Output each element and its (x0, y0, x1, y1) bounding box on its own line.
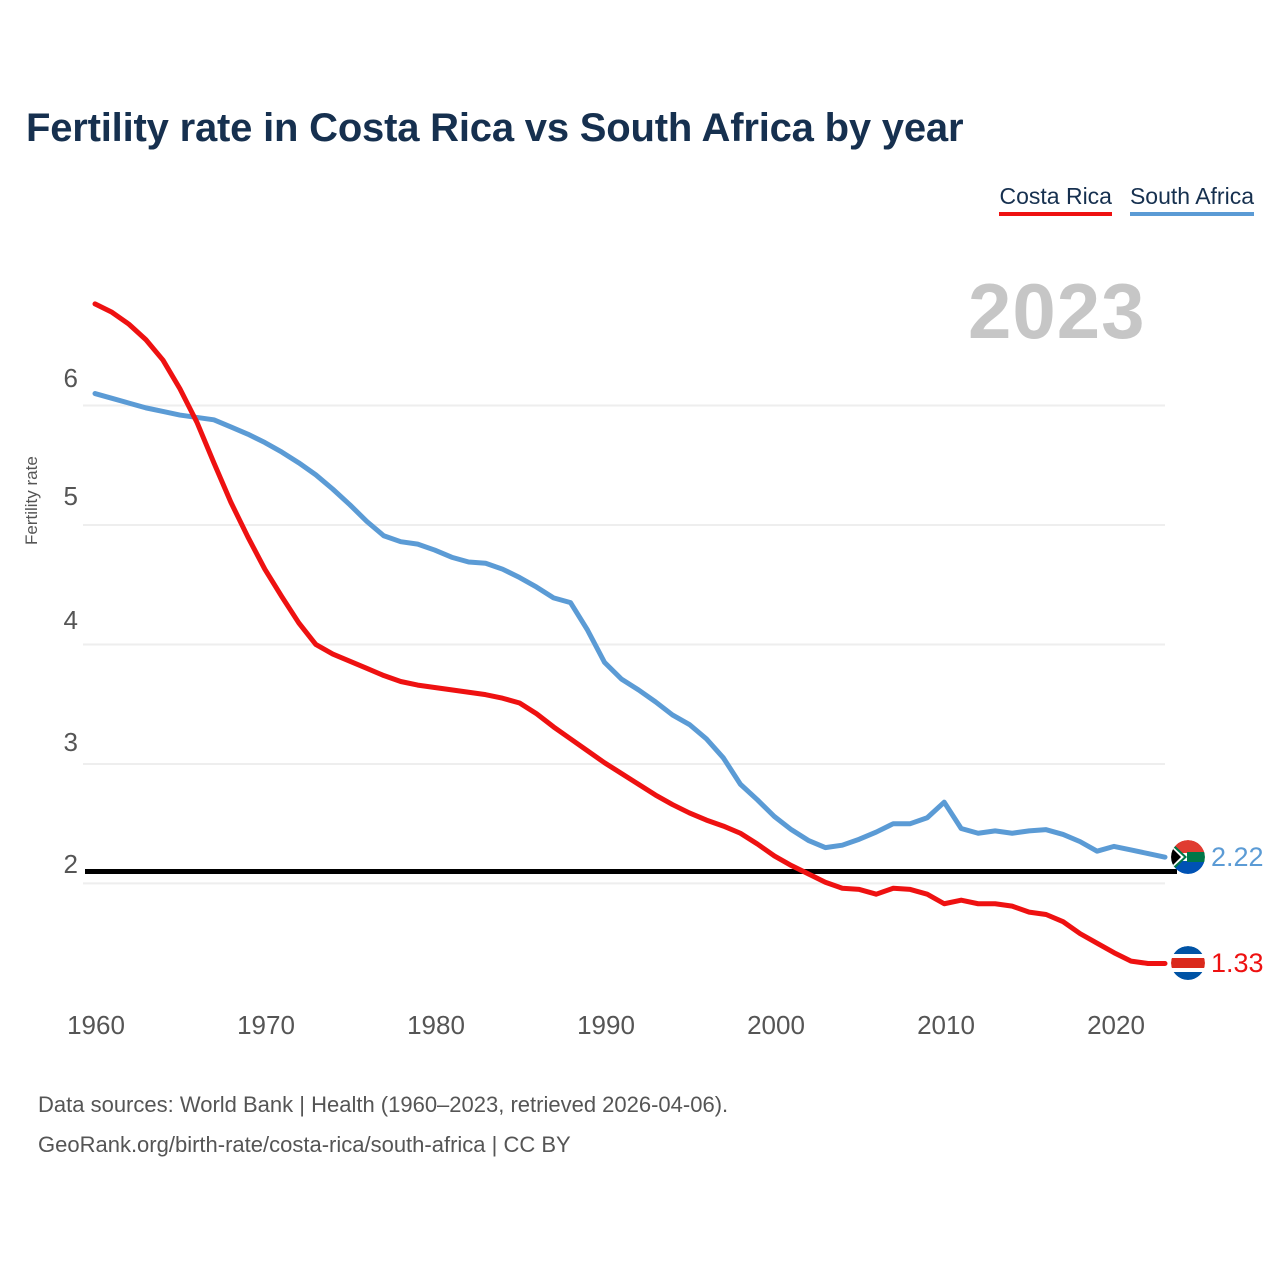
end-label-costa-rica: 1.33 (1171, 946, 1264, 981)
legend-item-costa-rica[interactable]: Costa Rica (999, 183, 1112, 216)
legend-label-south-africa: South Africa (1129, 183, 1254, 209)
gridlines (83, 404, 1165, 885)
y-tick-label-2: 2 (63, 849, 78, 879)
year-watermark: 2023 (968, 267, 1146, 355)
series-line-south-africa (92, 391, 1168, 860)
y-tick-label-5: 5 (63, 481, 78, 511)
costa-rica-flag-icon (1171, 946, 1205, 981)
end-value-south-africa: 2.22 (1211, 841, 1264, 872)
end-value-costa-rica: 1.33 (1211, 947, 1264, 978)
south-africa-flag-icon (1171, 840, 1205, 875)
chart-legend: Costa Rica South Africa (999, 183, 1254, 216)
x-tick-label-2010: 2010 (917, 1010, 975, 1040)
y-tick-label-6: 6 (63, 363, 78, 393)
footer-line-sources: Data sources: World Bank | Health (1960–… (38, 1092, 729, 1117)
x-tick-label-1960: 1960 (67, 1010, 125, 1040)
end-label-south-africa: 2.22 (1171, 840, 1264, 875)
legend-rule-costa-rica (999, 212, 1112, 216)
y-tick-label-4: 4 (63, 605, 78, 635)
x-tick-label-2000: 2000 (747, 1010, 805, 1040)
x-tick-label-1980: 1980 (407, 1010, 465, 1040)
y-tick-label-3: 3 (63, 727, 78, 757)
footer: Data sources: World Bank | Health (1960–… (38, 1085, 728, 1165)
legend-item-south-africa[interactable]: South Africa (1129, 183, 1254, 216)
series-line-costa-rica (92, 301, 1168, 966)
x-tick-label-1990: 1990 (577, 1010, 635, 1040)
x-tick-label-1970: 1970 (237, 1010, 295, 1040)
footer-line-url: GeoRank.org/birth-rate/costa-rica/south-… (38, 1132, 571, 1157)
page-title: Fertility rate in Costa Rica vs South Af… (26, 106, 964, 150)
legend-label-costa-rica: Costa Rica (999, 183, 1112, 209)
legend-rule-south-africa (1129, 212, 1254, 216)
x-tick-label-2020: 2020 (1087, 1010, 1145, 1040)
